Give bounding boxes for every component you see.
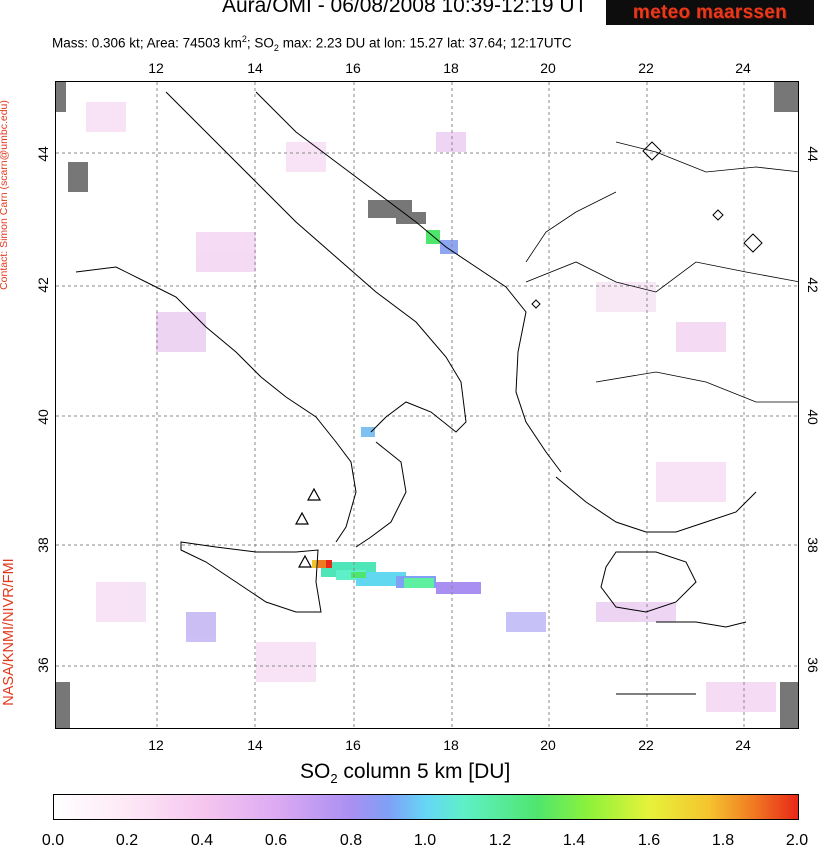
colorbar (53, 794, 799, 820)
lon-tick-bot-18: 18 (443, 737, 459, 753)
diamond-marker-1 (642, 141, 662, 161)
lon-label: at lon: (365, 35, 410, 51)
volcano-vulcano-icon (294, 511, 310, 525)
area-label: ; Area: (139, 35, 183, 51)
colorbar-tick-0: 0.0 (41, 832, 65, 849)
colorbar-tick-9: 1.8 (711, 832, 735, 849)
lon-tick-top-16: 16 (345, 60, 361, 76)
colorbar-tick-2: 0.4 (190, 832, 214, 849)
so2-sub: 2 (273, 43, 279, 54)
missing-data-cells (56, 82, 798, 728)
colorbar-title: SO2 column 5 km [DU] (300, 760, 510, 786)
so2-background-haze (86, 102, 776, 712)
map-title: Aura/OMI - 06/08/2008 10:39-12:19 UT (222, 0, 588, 17)
diamond-marker-2 (712, 209, 724, 221)
mass-value: 0.306 kt (91, 35, 140, 51)
lat-tick-left-40: 40 (35, 409, 51, 425)
lon-tick-top-24: 24 (735, 60, 751, 76)
lat-tick-left-44: 44 (35, 146, 51, 162)
lat-tick-left-42: 42 (35, 277, 51, 293)
mass-label: Mass: (52, 35, 92, 51)
lat-tick-left-36: 36 (35, 657, 51, 673)
colorbar-title-post: column 5 km [DU] (337, 760, 511, 783)
so2-max-label: max: (278, 35, 316, 51)
lon-tick-top-20: 20 (540, 60, 556, 76)
lat-tick-right-36: 36 (805, 657, 818, 673)
diamond-marker-3 (743, 233, 763, 253)
colorbar-tick-8: 1.6 (637, 832, 661, 849)
diamond-marker-4 (531, 299, 541, 309)
colorbar-tick-1: 0.2 (115, 832, 139, 849)
so2-map (55, 81, 799, 729)
contact-text: Contact: Simon Carn (scarn@umbc.edu) (0, 100, 10, 290)
lat-value: 37.64 (468, 35, 503, 51)
lat-tick-right-38: 38 (805, 537, 818, 553)
lon-tick-bot-14: 14 (247, 737, 263, 753)
map-svg (56, 82, 798, 728)
lon-tick-top-14: 14 (247, 60, 263, 76)
volcano-etna-icon (297, 554, 313, 568)
so2-max-value: 2.23 DU (315, 35, 366, 51)
coastlines (75, 91, 798, 695)
colorbar-title-sub: 2 (330, 771, 338, 787)
map-subtitle: Mass: 0.306 kt; Area: 74503 km2; SO2 max… (52, 34, 572, 53)
lat-tick-right-44: 44 (805, 146, 818, 162)
lon-tick-bot-24: 24 (735, 737, 751, 753)
lon-tick-bot-22: 22 (638, 737, 654, 753)
lon-tick-top-18: 18 (443, 60, 459, 76)
so2-plume (312, 230, 481, 594)
lon-tick-bot-16: 16 (345, 737, 361, 753)
lat-tick-right-40: 40 (805, 409, 818, 425)
credit-text: NASA/KNMI/NIVR/FMI (1, 558, 17, 706)
volcano-stromboli-icon (306, 487, 322, 501)
lat-tick-left-38: 38 (35, 537, 51, 553)
colorbar-tick-3: 0.6 (264, 832, 288, 849)
lon-tick-bot-12: 12 (148, 737, 164, 753)
colorbar-tick-10: 2.0 (785, 832, 809, 849)
lon-tick-bot-20: 20 (540, 737, 556, 753)
colorbar-title-pre: SO (300, 760, 331, 783)
area-unit-sup: 2 (241, 34, 247, 44)
graticule (56, 82, 798, 728)
so2-label: ; SO (246, 35, 274, 51)
lat-label: lat: (443, 35, 469, 51)
diamond-markers (531, 141, 763, 309)
volcano-markers (294, 487, 322, 568)
lat-tick-right-42: 42 (805, 277, 818, 293)
meteo-maarssen-logo: meteo maarssen (606, 0, 814, 25)
time-value: ; 12:17UTC (502, 35, 572, 51)
colorbar-tick-4: 0.8 (339, 832, 363, 849)
colorbar-tick-5: 1.0 (413, 832, 437, 849)
colorbar-tick-6: 1.2 (488, 832, 512, 849)
area-value: 74503 km (182, 35, 242, 51)
lon-tick-top-12: 12 (148, 60, 164, 76)
lon-value: 15.27 (409, 35, 444, 51)
colorbar-tick-7: 1.4 (562, 832, 586, 849)
lon-tick-top-22: 22 (638, 60, 654, 76)
